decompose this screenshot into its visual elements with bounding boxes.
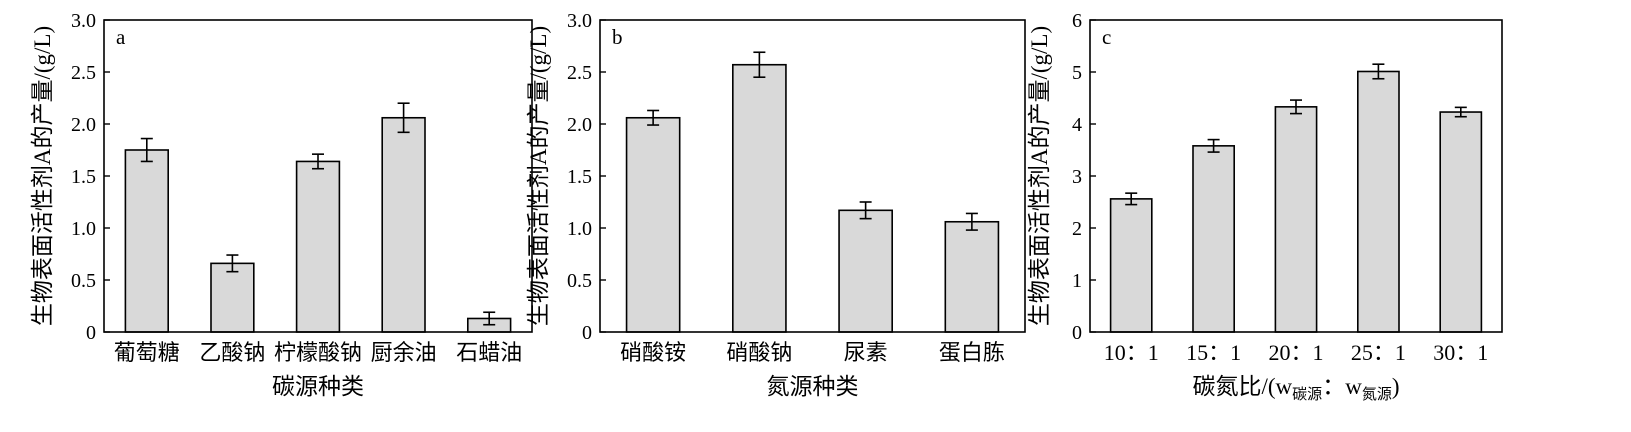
y-tick-label: 3 <box>1072 166 1082 188</box>
y-tick-label: 3.0 <box>567 10 592 32</box>
y-tick-label: 2.5 <box>567 62 592 84</box>
bar <box>381 116 426 333</box>
error-bar <box>312 153 324 170</box>
y-tick-label: 0 <box>86 322 96 344</box>
x-tick-label: 25：1 <box>1351 340 1406 365</box>
bar <box>295 160 341 333</box>
bar <box>732 63 787 333</box>
error-bar <box>226 254 239 273</box>
error-bar <box>965 212 978 231</box>
x-tick-label: 20：1 <box>1268 340 1323 365</box>
x-axis-label: 碳源种类 <box>272 374 364 399</box>
x-tick-label: 10：1 <box>1104 340 1159 365</box>
bar <box>1109 198 1153 333</box>
x-tick-label: 石蜡油 <box>456 340 522 365</box>
y-tick-label: 1.0 <box>71 218 96 240</box>
x-tick-label: 厨余油 <box>371 340 437 365</box>
error-bar <box>483 311 496 326</box>
x-tick-label: 尿素 <box>844 340 888 365</box>
x-tick-label: 15：1 <box>1186 340 1241 365</box>
y-tick-label: 2.0 <box>71 114 96 136</box>
bar <box>1439 111 1483 333</box>
error-bar <box>1207 138 1220 153</box>
bar <box>1192 145 1236 333</box>
bar <box>838 209 893 333</box>
error-bar <box>1290 99 1302 115</box>
y-tick-label: 1.5 <box>567 166 592 188</box>
panel-label: a <box>116 25 126 49</box>
panel-label: b <box>612 25 623 49</box>
x-tick-label: 柠檬酸钠 <box>274 340 362 365</box>
y-tick-label: 0 <box>582 322 592 344</box>
x-tick-label: 硝酸铵 <box>620 340 686 365</box>
y-tick-label: 2.5 <box>71 62 96 84</box>
y-tick-label: 5 <box>1072 62 1082 84</box>
error-bar <box>753 51 766 78</box>
y-tick-label: 1 <box>1072 270 1082 292</box>
error-bar <box>140 137 153 163</box>
panel-c: 0 1 2 3 4 5 6 10：1 15：1 20：1 25：1 30：1 c 生物表面活性剂A的产量/… <box>1027 10 1503 403</box>
y-tick-label: 0 <box>1072 322 1082 344</box>
y-tick-label: 0.5 <box>71 270 96 292</box>
y-tick-label: 0.5 <box>567 270 592 292</box>
bar <box>944 220 1000 333</box>
x-axis-label: 氮源种类 <box>767 374 859 399</box>
x-tick-label: 乙酸钠 <box>199 340 265 365</box>
error-bar <box>859 201 872 220</box>
y-axis-label: 生物表面活性剂A的产量/(g/L) <box>30 26 55 326</box>
y-tick-label: 1.0 <box>567 218 592 240</box>
x-tick-label: 蛋白胨 <box>939 340 1005 365</box>
x-tick-label: 30：1 <box>1433 340 1488 365</box>
x-tick-label: 葡萄糖 <box>114 340 180 365</box>
y-tick-label: 6 <box>1072 10 1082 32</box>
panel-b: 0 0.5 1.0 1.5 2.0 2.5 3.0 硝酸铵 硝酸钠 尿素 蛋白胨 b 生物表面活性剂A的… <box>526 10 1026 399</box>
x-tick-label: 硝酸钠 <box>726 340 792 365</box>
bar <box>210 262 255 333</box>
y-tick-label: 2.0 <box>567 114 592 136</box>
y-tick-label: 4 <box>1072 114 1082 136</box>
bar <box>625 116 681 333</box>
y-tick-label: 3.0 <box>71 10 96 32</box>
bar <box>1357 70 1400 333</box>
x-axis-label: 碳氮比/(w碳源：w氮源) <box>1193 374 1400 403</box>
error-bar <box>1125 192 1138 206</box>
error-bar <box>647 109 660 126</box>
error-bar <box>397 102 410 134</box>
y-tick-label: 1.5 <box>71 166 96 188</box>
bar <box>124 149 170 333</box>
error-bar <box>1372 63 1385 80</box>
bar <box>1274 106 1318 333</box>
y-tick-label: 2 <box>1072 218 1082 240</box>
panel-label: c <box>1102 25 1111 49</box>
y-axis-label: 生物表面活性剂A的产量/(g/L) <box>526 26 551 326</box>
panel-a: 0 0.5 1.0 1.5 2.0 2.5 3.0 葡萄糖 乙酸钠 柠檬酸钠 厨余油 石蜡油 a 生物表面… <box>30 10 533 399</box>
y-axis-label: 生物表面活性剂A的产量/(g/L) <box>1027 26 1052 326</box>
error-bar <box>1454 106 1467 118</box>
